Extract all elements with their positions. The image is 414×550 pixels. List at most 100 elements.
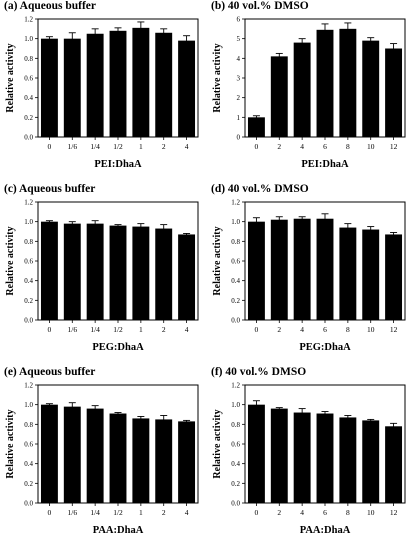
- x-tick-label: 1/4: [90, 508, 100, 517]
- x-tick-label: 1/4: [90, 142, 100, 151]
- y-tick-label: 4: [237, 55, 241, 63]
- bar: [178, 40, 196, 138]
- y-axis-label: Relative activity: [5, 409, 16, 478]
- bar: [339, 28, 357, 137]
- chart-svg: 0.0 0.2 0.4 0.6 0.8 1.0 1.2 0 2 4 6 8 10 12 PAA:DhaA Re…: [212, 382, 406, 536]
- bar: [86, 33, 104, 137]
- x-tick-label: 0: [48, 508, 52, 517]
- bar: [247, 404, 265, 503]
- bar: [155, 419, 173, 503]
- bar: [316, 218, 334, 320]
- x-tick-label: 1: [139, 142, 143, 151]
- y-axis-label: Relative activity: [5, 43, 16, 112]
- y-tick-label: 1.2: [231, 199, 240, 207]
- x-tick-label: 1/2: [113, 325, 123, 334]
- bar: [293, 218, 311, 320]
- bar: [63, 223, 81, 320]
- panel-title: (d) 40 vol.% DMSO: [211, 183, 309, 195]
- bar: [40, 38, 58, 137]
- y-tick-label: 1.2: [231, 382, 240, 390]
- y-tick-label: 0.0: [24, 317, 33, 325]
- y-tick-label: 2: [237, 94, 241, 102]
- chart-svg: 0.0 0.2 0.4 0.6 0.8 1.0 1.2 0 1/6 1/4 1/2 1 2 4 PEI:Dh…: [5, 16, 199, 170]
- y-tick-label: 5: [237, 35, 241, 43]
- x-axis-label: PEI:DhaA: [94, 159, 142, 170]
- bar: [63, 406, 81, 503]
- x-tick-label: 4: [185, 142, 189, 151]
- bar: [247, 221, 265, 320]
- y-tick-label: 0.4: [24, 277, 33, 285]
- y-axis-label: Relative activity: [5, 226, 16, 295]
- y-tick-label: 6: [237, 16, 241, 24]
- y-tick-label: 0.6: [24, 441, 33, 449]
- x-tick-label: 1: [139, 508, 143, 517]
- y-tick-label: 0.4: [231, 277, 240, 285]
- y-tick-label: 0.2: [231, 297, 240, 305]
- x-tick-label: 8: [346, 325, 350, 334]
- bar: [178, 234, 196, 320]
- bar: [109, 413, 127, 503]
- y-tick-label: 1.0: [24, 35, 33, 43]
- y-tick-label: 0.4: [24, 460, 33, 468]
- bar: [132, 418, 150, 503]
- plot-frame: [37, 384, 199, 504]
- bar: [109, 30, 127, 137]
- x-tick-label: 4: [300, 325, 304, 334]
- plot-frame: [244, 201, 406, 321]
- y-tick-label: 0.8: [24, 55, 33, 63]
- y-tick-label: 1.0: [231, 218, 240, 226]
- chart-svg: 0.0 0.2 0.4 0.6 0.8 1.0 1.2 0 1/6 1/4 1/2 1 2 4 PEG:Dh…: [5, 199, 199, 353]
- y-tick-label: 0.0: [231, 317, 240, 325]
- x-tick-label: 12: [390, 325, 398, 334]
- x-tick-label: 12: [390, 508, 398, 517]
- y-tick-label: 1.0: [231, 401, 240, 409]
- bar: [63, 38, 81, 137]
- x-tick-label: 10: [367, 325, 375, 334]
- x-tick-label: 1/2: [113, 142, 123, 151]
- y-tick-label: 0.2: [24, 297, 33, 305]
- y-tick-label: 0.2: [231, 480, 240, 488]
- y-tick-label: 0.8: [231, 238, 240, 246]
- panel-a: (a) Aqueous buffer 0.0 0.2 0.4 0.6 0.8 1.0 1.2…: [0, 0, 207, 183]
- x-axis-label: PAA:DhaA: [300, 525, 351, 536]
- bar: [155, 32, 173, 138]
- plot-frame: [37, 201, 199, 321]
- chart-svg: 0.0 0.2 0.4 0.6 0.8 1.0 1.2 0 1/6 1/4 1/2 1 2 4 PAA:Dh…: [5, 382, 199, 536]
- x-tick-label: 0: [255, 325, 259, 334]
- x-tick-label: 4: [300, 142, 304, 151]
- panel-f: (f) 40 vol.% DMSO 0.0 0.2 0.4 0.6 0.8 1.0 1.2 0…: [207, 366, 414, 549]
- y-tick-label: 1: [237, 114, 241, 122]
- y-tick-label: 0.6: [24, 75, 33, 83]
- bar: [316, 29, 334, 137]
- y-tick-label: 3: [237, 75, 241, 83]
- x-tick-label: 4: [185, 325, 189, 334]
- x-tick-label: 1/4: [90, 325, 100, 334]
- bar: [316, 413, 334, 503]
- x-tick-label: 4: [300, 508, 304, 517]
- bar: [132, 226, 150, 320]
- bar: [270, 219, 288, 320]
- y-tick-label: 0.6: [24, 258, 33, 266]
- x-tick-label: 0: [255, 142, 259, 151]
- x-tick-label: 6: [323, 325, 327, 334]
- x-tick-label: 1/6: [67, 142, 77, 151]
- x-tick-label: 6: [323, 508, 327, 517]
- y-tick-label: 0.6: [231, 441, 240, 449]
- bar: [247, 117, 265, 137]
- bar: [86, 223, 104, 320]
- bar: [40, 404, 58, 503]
- bar: [362, 420, 380, 503]
- bar: [293, 412, 311, 503]
- plot-frame: [244, 18, 406, 138]
- x-tick-label: 1/6: [67, 508, 77, 517]
- y-tick-label: 0.2: [24, 480, 33, 488]
- y-tick-label: 0: [237, 134, 241, 142]
- y-tick-label: 1.2: [24, 16, 33, 24]
- x-tick-label: 0: [255, 508, 259, 517]
- y-tick-label: 0.4: [231, 460, 240, 468]
- x-tick-label: 2: [277, 142, 281, 151]
- bar: [178, 421, 196, 503]
- x-tick-label: 6: [323, 142, 327, 151]
